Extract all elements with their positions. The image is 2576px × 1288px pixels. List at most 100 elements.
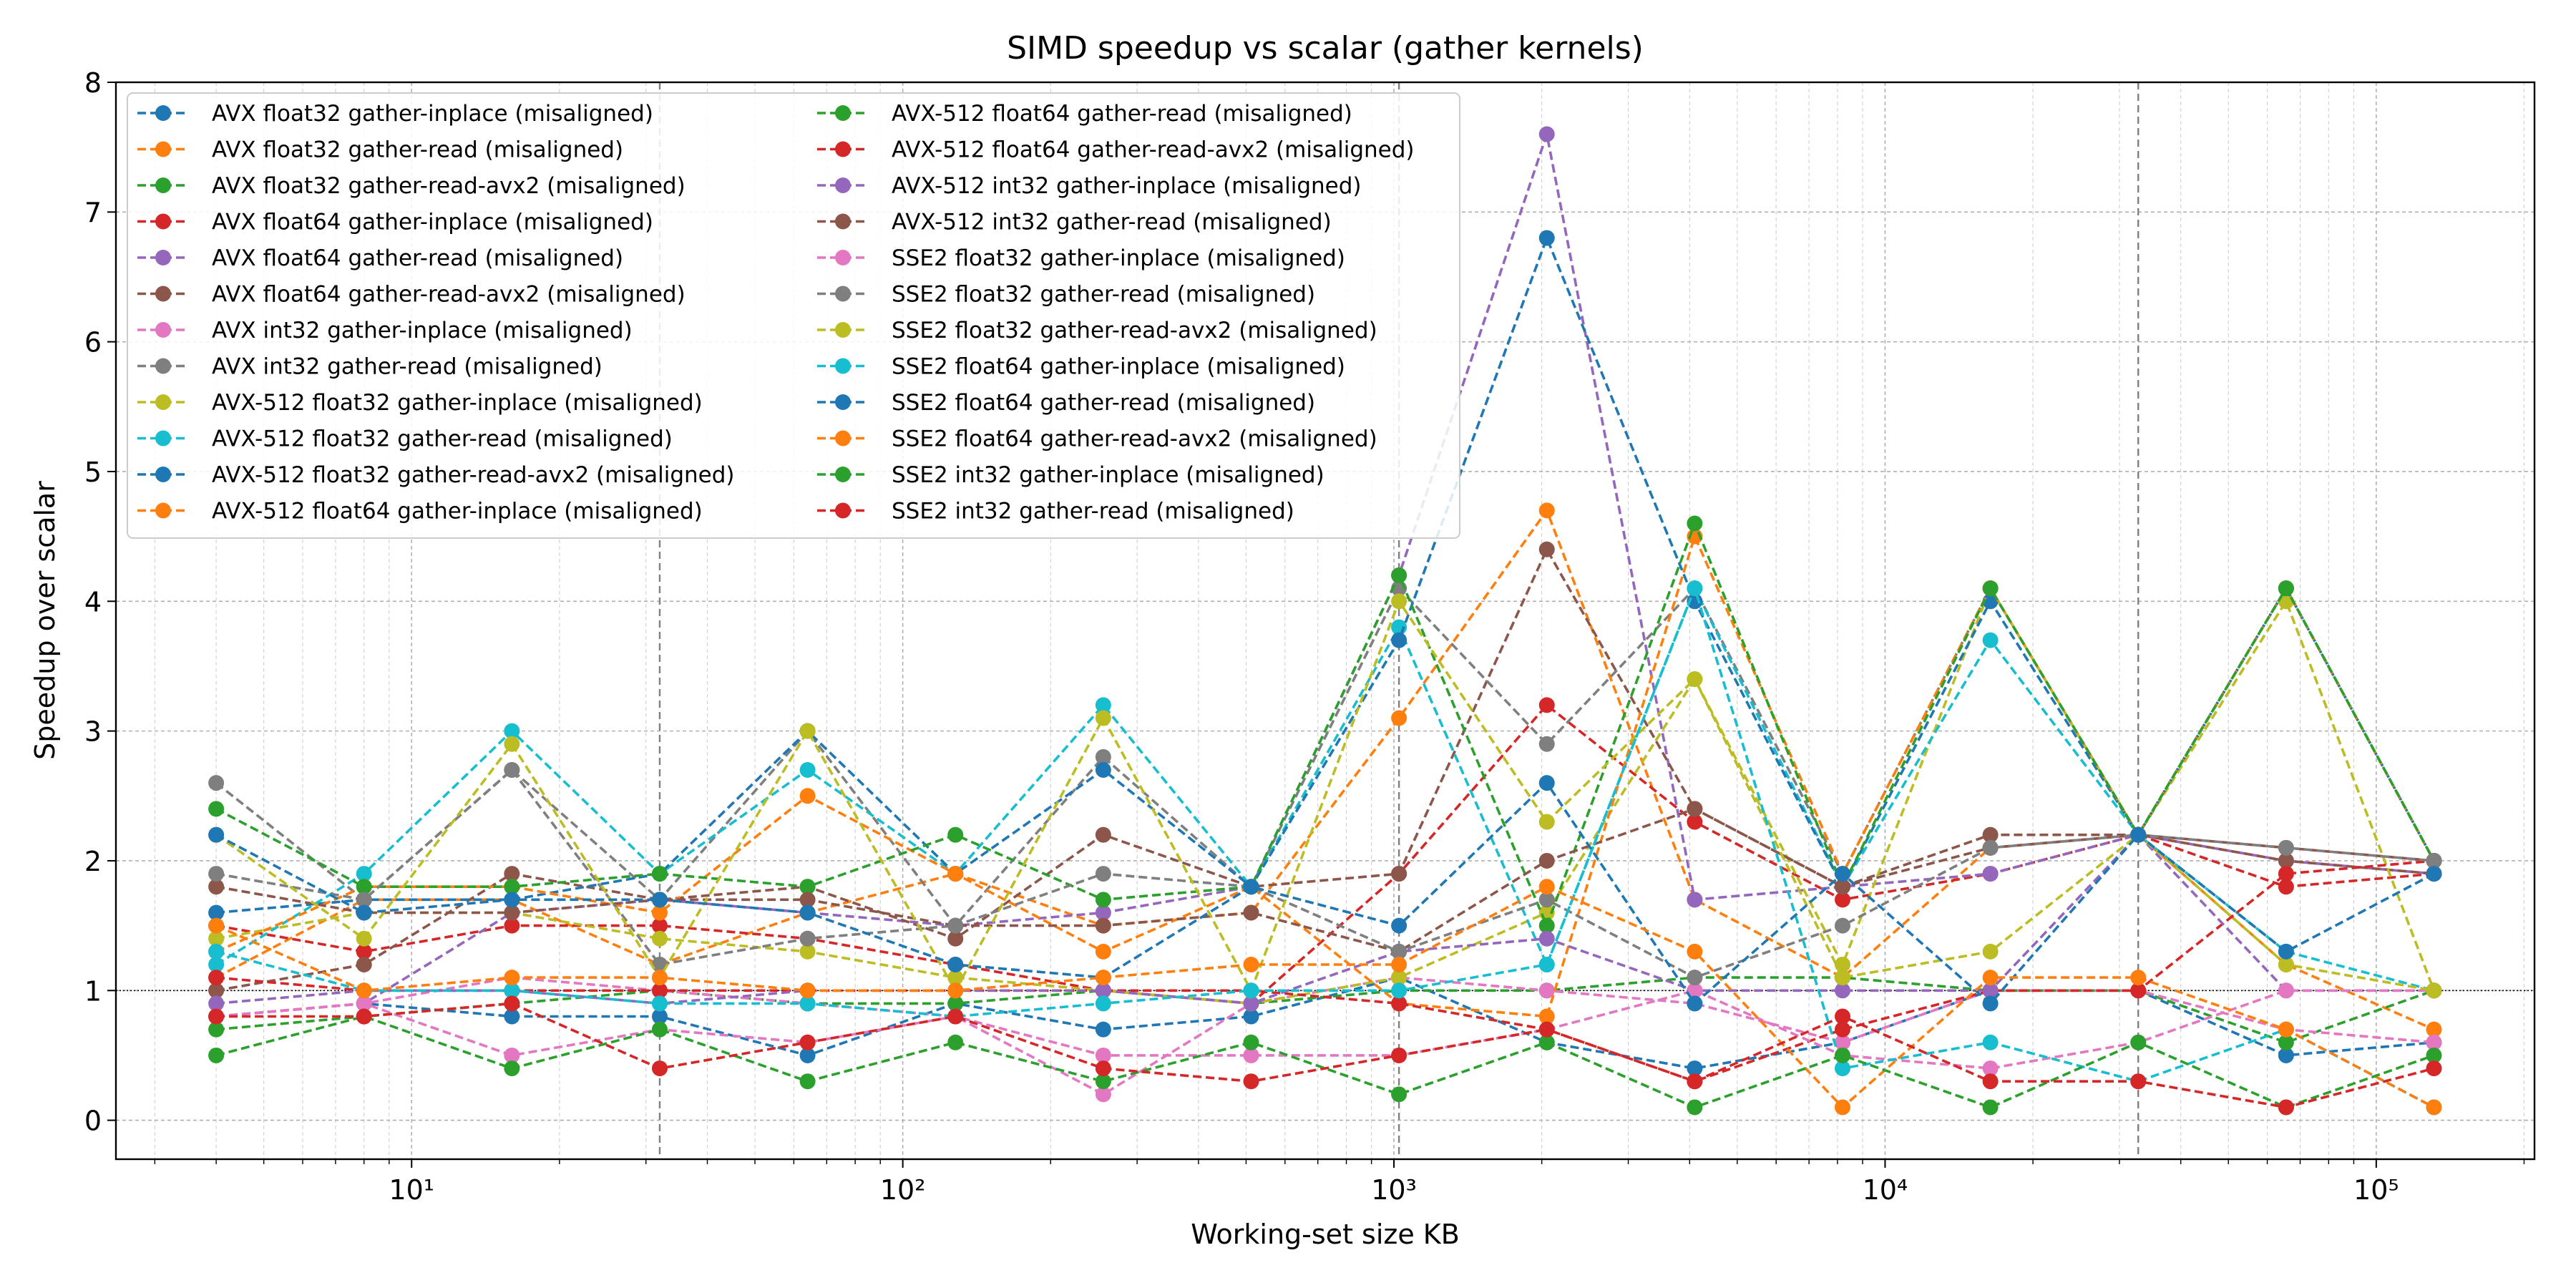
legend-item: AVX int32 gather-inplace (misaligned)	[137, 318, 633, 343]
legend-item: SSE2 float32 gather-inplace (misaligned)	[817, 245, 1345, 271]
data-point	[1243, 879, 1259, 895]
data-point	[1687, 515, 1703, 532]
data-point	[1982, 1060, 1999, 1077]
legend-item: SSE2 float64 gather-read (misaligned)	[817, 390, 1315, 416]
data-point	[504, 1047, 520, 1063]
series-line	[215, 885, 2435, 1109]
data-point	[1391, 567, 1407, 584]
data-point	[1982, 1034, 1999, 1050]
legend-swatch-marker	[835, 502, 851, 519]
data-point	[1095, 970, 1111, 986]
data-point	[1538, 879, 1555, 895]
data-point	[1538, 814, 1555, 830]
legend-swatch-marker	[155, 358, 171, 374]
data-point	[1538, 982, 1555, 999]
legend: AVX float32 gather-inplace (misaligned) A…	[127, 92, 1460, 539]
legend-label: AVX float32 gather-read (misaligned)	[212, 137, 623, 163]
legend-swatch-marker	[155, 322, 171, 338]
data-point	[799, 1047, 816, 1063]
data-point	[208, 879, 225, 895]
data-point	[2130, 982, 2147, 999]
data-point	[356, 904, 372, 921]
data-point	[1538, 1021, 1555, 1038]
data-point	[1391, 866, 1407, 882]
legend-swatch-marker	[155, 177, 171, 193]
data-point	[208, 904, 225, 921]
legend-label: AVX-512 float32 gather-inplace (misalign…	[212, 390, 703, 416]
data-point	[799, 930, 816, 947]
data-point	[2278, 1034, 2294, 1050]
data-point	[504, 892, 520, 908]
series-line	[215, 1015, 2435, 1109]
legend-item: AVX-512 float32 gather-inplace (misalign…	[137, 390, 703, 416]
data-point	[1538, 775, 1555, 791]
data-point	[947, 917, 964, 934]
series-line	[216, 1002, 2434, 1109]
data-point	[1982, 970, 1999, 986]
legend-label: SSE2 float64 gather-inplace (misaligned)	[892, 354, 1345, 380]
x-tick-label: 10⁴	[1863, 1174, 1908, 1206]
series-line	[215, 546, 2434, 992]
data-point	[2278, 879, 2294, 895]
data-point	[504, 723, 520, 739]
legend-box	[127, 92, 1460, 539]
data-point	[1834, 1021, 1850, 1038]
data-point	[799, 762, 816, 779]
data-point	[1391, 982, 1407, 999]
legend-item: AVX-512 float64 gather-read-avx2 (misali…	[817, 137, 1414, 163]
data-point	[1391, 917, 1407, 934]
data-point	[1391, 970, 1407, 986]
legend-item: SSE2 float64 gather-read-avx2 (misaligne…	[817, 426, 1377, 452]
legend-swatch-marker	[835, 358, 851, 374]
data-point	[651, 892, 668, 908]
data-point	[651, 1008, 668, 1025]
data-point	[2278, 1099, 2294, 1116]
data-point	[1095, 1060, 1111, 1077]
data-point	[2278, 1021, 2294, 1038]
data-point	[1095, 1073, 1111, 1090]
data-point	[799, 892, 816, 908]
data-point	[1982, 943, 1999, 960]
y-tick-label: 2	[84, 846, 102, 877]
data-point	[1687, 580, 1703, 597]
data-point	[1538, 1008, 1555, 1025]
data-point	[2278, 852, 2294, 869]
data-point	[1687, 970, 1703, 986]
legend-label: AVX int32 gather-read (misaligned)	[212, 354, 602, 380]
data-point	[1538, 1034, 1555, 1050]
legend-item: AVX float32 gather-read (misaligned)	[137, 137, 623, 163]
data-point	[799, 723, 816, 739]
data-point	[1982, 580, 1999, 597]
data-point	[356, 930, 372, 947]
data-point	[504, 917, 520, 934]
legend-swatch-marker	[835, 250, 851, 265]
x-tick-label: 10¹	[389, 1174, 434, 1206]
legend-item: AVX-512 float64 gather-read (misaligned)	[817, 101, 1352, 127]
data-point	[2130, 970, 2147, 986]
series-line	[215, 519, 2436, 930]
data-point	[1095, 866, 1111, 882]
data-point	[1982, 1099, 1999, 1116]
data-point	[1095, 1021, 1111, 1038]
legend-label: SSE2 float32 gather-inplace (misaligned)	[892, 245, 1345, 271]
data-point	[504, 762, 520, 779]
data-point	[1243, 1047, 1259, 1063]
legend-swatch-marker	[155, 394, 171, 410]
data-point	[208, 826, 225, 843]
legend-label: AVX-512 float64 gather-read-avx2 (misali…	[892, 137, 1414, 163]
legend-swatch-marker	[835, 467, 851, 482]
data-point	[504, 866, 520, 882]
data-point	[504, 1008, 520, 1025]
data-point	[1391, 1086, 1407, 1103]
legend-item: AVX-512 float64 gather-inplace (misalign…	[137, 499, 703, 525]
y-tick-label: 5	[84, 457, 102, 488]
data-point	[2426, 1021, 2442, 1038]
data-point	[1834, 1047, 1850, 1063]
data-point	[1538, 126, 1555, 142]
y-tick-label: 0	[84, 1106, 102, 1137]
x-tick-label: 10³	[1371, 1174, 1417, 1206]
data-point	[208, 982, 225, 999]
data-point	[1687, 892, 1703, 908]
legend-swatch-marker	[155, 213, 171, 230]
